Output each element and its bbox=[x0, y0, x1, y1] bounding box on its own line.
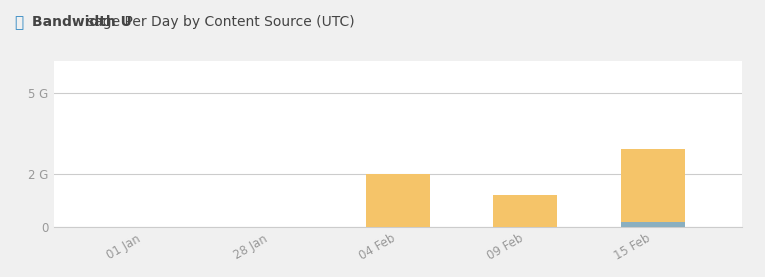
Bar bbox=[493, 195, 557, 227]
Text: ⓘ: ⓘ bbox=[14, 15, 23, 30]
Text: sage Per Day by Content Source (UTC): sage Per Day by Content Source (UTC) bbox=[87, 16, 355, 29]
Text: Bandwidth U: Bandwidth U bbox=[32, 16, 132, 29]
Bar bbox=[621, 148, 685, 222]
Bar bbox=[621, 222, 685, 227]
Bar bbox=[366, 173, 430, 227]
